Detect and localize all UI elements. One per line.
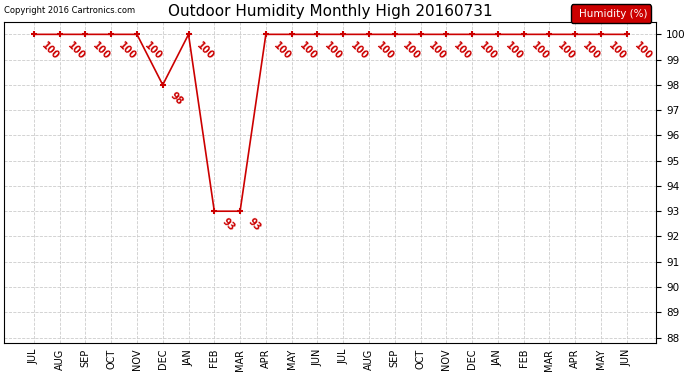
- Text: 100: 100: [607, 40, 628, 61]
- Text: 100: 100: [633, 40, 654, 61]
- Text: 100: 100: [477, 40, 499, 61]
- Text: Copyright 2016 Cartronics.com: Copyright 2016 Cartronics.com: [4, 6, 135, 15]
- Text: 100: 100: [271, 40, 293, 61]
- Text: 93: 93: [220, 217, 237, 233]
- Text: 98: 98: [168, 90, 185, 107]
- Text: 100: 100: [117, 40, 138, 61]
- Text: 100: 100: [555, 40, 576, 61]
- Text: 100: 100: [426, 40, 448, 61]
- Text: 100: 100: [529, 40, 551, 61]
- Text: 100: 100: [400, 40, 422, 61]
- Text: 100: 100: [348, 40, 370, 61]
- Text: 93: 93: [246, 217, 262, 233]
- Text: 100: 100: [65, 40, 86, 61]
- Text: 100: 100: [581, 40, 602, 61]
- Legend: Humidity (%): Humidity (%): [571, 4, 651, 23]
- Title: Outdoor Humidity Monthly High 20160731: Outdoor Humidity Monthly High 20160731: [168, 4, 493, 19]
- Text: 100: 100: [452, 40, 473, 61]
- Text: 100: 100: [504, 40, 525, 61]
- Text: 100: 100: [143, 40, 164, 61]
- Text: 100: 100: [39, 40, 61, 61]
- Text: 100: 100: [297, 40, 319, 61]
- Text: 100: 100: [375, 40, 396, 61]
- Text: 100: 100: [323, 40, 344, 61]
- Text: 100: 100: [91, 40, 112, 61]
- Text: 100: 100: [194, 40, 215, 61]
